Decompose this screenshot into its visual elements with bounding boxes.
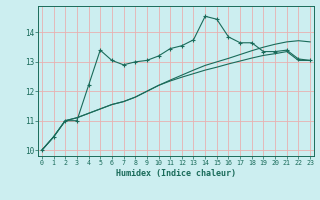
- X-axis label: Humidex (Indice chaleur): Humidex (Indice chaleur): [116, 169, 236, 178]
